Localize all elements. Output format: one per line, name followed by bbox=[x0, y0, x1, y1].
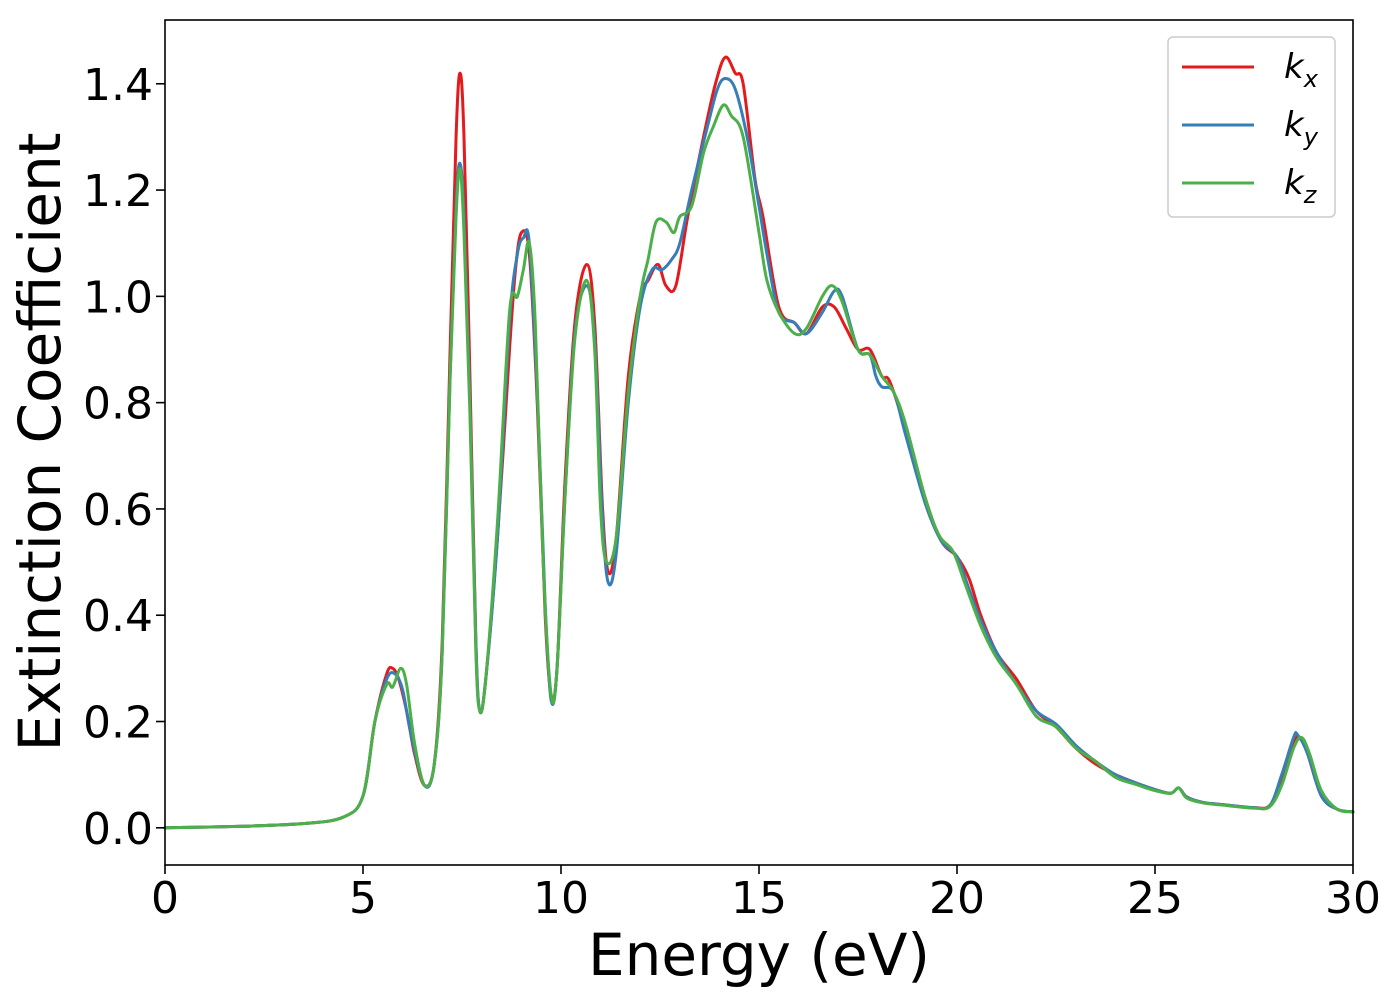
y-tick-label: 0.0 bbox=[83, 804, 153, 855]
legend-label-x: kx bbox=[1284, 47, 1319, 93]
legend-label-y: ky bbox=[1284, 105, 1319, 151]
legend: kx ky kz bbox=[1167, 36, 1336, 218]
series-line-z bbox=[163, 103, 1355, 830]
x-axis-title: Energy (eV) bbox=[588, 921, 930, 989]
x-tick-label: 25 bbox=[1127, 873, 1183, 924]
x-tick-label: 10 bbox=[533, 873, 589, 924]
x-tick-label: 20 bbox=[929, 873, 985, 924]
y-tick-label: 0.6 bbox=[83, 485, 153, 536]
y-tick-label: 0.2 bbox=[83, 698, 153, 749]
y-tick-label: 1.2 bbox=[83, 166, 153, 217]
y-tick-label: 1.4 bbox=[83, 60, 153, 111]
axis-ticks: 0 5 10 15 20 25 30 0.0 0.2 0.4 0.6 0.8 1.0 1.2 1.4 bbox=[83, 60, 1381, 924]
x-tick-label: 0 bbox=[151, 873, 179, 924]
y-axis-title: Extinction Coefficient bbox=[6, 133, 74, 752]
x-tick-label: 30 bbox=[1325, 873, 1381, 924]
series-lines bbox=[163, 55, 1355, 830]
legend-frame bbox=[1167, 36, 1336, 218]
y-tick-label: 1.0 bbox=[83, 272, 153, 323]
y-tick-label: 0.4 bbox=[83, 591, 153, 642]
x-tick-label: 5 bbox=[349, 873, 377, 924]
x-tick-label: 15 bbox=[731, 873, 787, 924]
legend-label-z: kz bbox=[1284, 163, 1318, 209]
y-tick-label: 0.8 bbox=[83, 379, 153, 430]
